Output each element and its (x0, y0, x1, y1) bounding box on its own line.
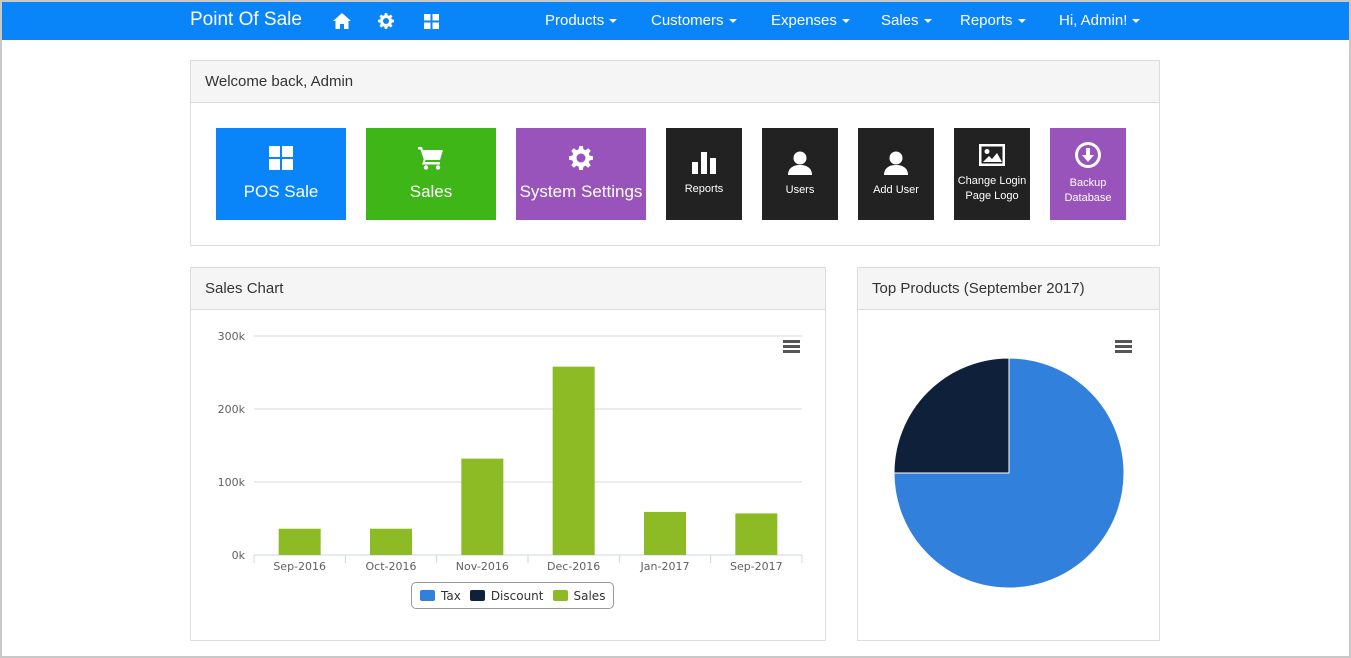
sales-bar-chart: 0k 100k 200k 300k Sep-2016 Oct-2016 Nov-2016 De… (218, 330, 803, 573)
legend-label: Discount (490, 588, 544, 603)
bar-sales[interactable] (735, 513, 778, 555)
gear-icon (569, 146, 593, 170)
nav-sales[interactable]: Sales (881, 12, 932, 29)
change-login-logo-label: Change Login Page Logo (957, 175, 1027, 202)
reports-label: Reports (684, 182, 724, 195)
legend-label: Sales (573, 588, 606, 603)
change-login-logo-tile[interactable]: Change Login Page Logo (954, 128, 1030, 220)
sales-label: Sales (409, 182, 453, 201)
nav-sales-label: Sales (881, 12, 919, 29)
nav-customers-label: Customers (651, 12, 724, 29)
pie-slice[interactable] (893, 357, 1010, 474)
caret-down-icon (1017, 19, 1026, 24)
legend-swatch (420, 590, 435, 601)
bar-sales[interactable] (278, 528, 321, 555)
nav-products[interactable]: Products (545, 12, 618, 29)
top-products-pie-chart (893, 357, 1125, 589)
top-products-title: Top Products (September 2017) (858, 268, 1159, 310)
user-icon (788, 151, 812, 175)
bar-chart-icon (692, 151, 716, 174)
add-user-tile[interactable]: Add User (858, 128, 934, 220)
user-icon (884, 151, 908, 175)
caret-down-icon (923, 19, 932, 24)
legend-swatch (469, 590, 485, 601)
sales-tile[interactable]: Sales (366, 128, 496, 220)
legend-item[interactable]: Tax (420, 589, 461, 603)
y-tick-label: 0k (232, 549, 246, 562)
backup-database-tile[interactable]: Backup Database (1050, 128, 1126, 220)
sales-chart-panel: Sales Chart 0k 100k 200k 300k Sep-2016 Oct-20… (190, 267, 826, 641)
x-tick-label: Dec-2016 (547, 560, 600, 573)
system-settings-tile[interactable]: System Settings (516, 128, 646, 220)
bar-sales[interactable] (552, 366, 595, 555)
welcome-title: Welcome back, Admin (191, 61, 1159, 103)
download-icon (1075, 142, 1101, 168)
legend-label: Tax (441, 588, 461, 603)
caret-down-icon (728, 19, 737, 24)
top-navbar: Point Of Sale Products Customers Expense… (2, 2, 1349, 40)
legend-item[interactable]: Discount (469, 588, 544, 603)
caret-down-icon (1132, 19, 1141, 24)
sales-chart-title: Sales Chart (191, 268, 825, 310)
x-tick-label: Sep-2017 (730, 560, 783, 573)
home-icon[interactable] (333, 12, 351, 30)
legend-item[interactable]: Sales (552, 588, 606, 603)
x-tick-label: Oct-2016 (366, 560, 417, 573)
nav-customers[interactable]: Customers (651, 12, 737, 29)
add-user-label: Add User (873, 183, 919, 196)
y-tick-label: 300k (218, 330, 246, 343)
pie-slice[interactable] (893, 357, 1125, 589)
bar-sales[interactable] (644, 511, 686, 555)
grid-icon[interactable] (422, 12, 440, 30)
x-tick-label: Jan-2017 (640, 560, 690, 573)
pos-sale-label: POS Sale (243, 182, 319, 201)
chart-legend: Tax Discount Sales (411, 582, 615, 609)
y-tick-label: 100k (218, 476, 246, 489)
gear-icon[interactable] (377, 12, 395, 30)
grid-icon (269, 146, 293, 170)
system-settings-label: System Settings (519, 182, 643, 201)
nav-expenses[interactable]: Expenses (771, 12, 850, 29)
x-tick-label: Sep-2016 (273, 560, 326, 573)
reports-tile[interactable]: Reports (666, 128, 742, 220)
pos-sale-tile[interactable]: POS Sale (216, 128, 346, 220)
x-tick-label: Nov-2016 (456, 560, 509, 573)
nav-reports[interactable]: Reports (960, 12, 1026, 29)
cart-icon (418, 147, 443, 170)
nav-products-label: Products (545, 12, 605, 29)
users-tile[interactable]: Users (762, 128, 838, 220)
nav-expenses-label: Expenses (771, 12, 837, 29)
caret-down-icon (841, 19, 850, 24)
y-tick-label: 200k (218, 403, 246, 416)
bar-sales[interactable] (370, 528, 412, 555)
nav-user-menu[interactable]: Hi, Admin! (1059, 12, 1141, 29)
legend-swatch (552, 590, 568, 601)
backup-database-label: Backup Database (1064, 177, 1112, 204)
nav-reports-label: Reports (960, 12, 1013, 29)
top-products-panel: Top Products (September 2017) (857, 267, 1160, 641)
caret-down-icon (609, 19, 618, 24)
chart-menu-icon[interactable] (783, 340, 800, 353)
picture-icon (979, 144, 1005, 166)
brand-title[interactable]: Point Of Sale (190, 9, 302, 30)
users-label: Users (785, 183, 815, 196)
nav-user-label: Hi, Admin! (1059, 12, 1128, 29)
bar-sales[interactable] (461, 458, 504, 555)
chart-menu-icon[interactable] (1115, 340, 1132, 353)
welcome-panel: Welcome back, Admin POS Sale Sales Syste… (190, 60, 1160, 246)
